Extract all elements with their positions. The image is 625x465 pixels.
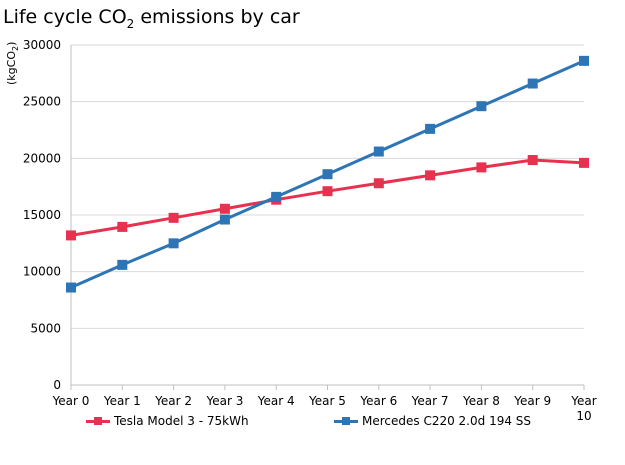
legend-label-tesla: Tesla Model 3 - 75kWh	[114, 414, 249, 428]
data-point	[425, 170, 436, 181]
axes	[70, 45, 585, 390]
legend-item-mercedes: Mercedes C220 2.0d 194 SS	[334, 414, 531, 428]
data-point	[579, 55, 589, 66]
data-point	[527, 155, 538, 166]
data-point	[476, 162, 487, 173]
data-point	[117, 221, 128, 232]
data-point	[373, 178, 384, 189]
series-0	[66, 155, 589, 241]
x-tick-label: Year 1	[103, 394, 141, 408]
y-tick-label: 20000	[23, 151, 61, 165]
data-point	[322, 186, 333, 197]
data-point	[579, 157, 589, 168]
y-tick-label: 5000	[30, 321, 61, 335]
data-point	[219, 214, 230, 225]
x-tick-label: Year 2	[154, 394, 192, 408]
data-point	[66, 282, 76, 293]
x-tick-label: Year 10	[570, 394, 596, 423]
x-tick-label: Year 3	[205, 394, 243, 408]
x-tick-label: Year 0	[52, 394, 90, 408]
x-tick-label: Year 4	[257, 394, 295, 408]
series-1	[66, 55, 589, 293]
legend-swatch-mercedes	[334, 415, 358, 427]
data-point	[117, 259, 128, 270]
data-point	[425, 123, 436, 134]
y-tick-label: 10000	[23, 265, 61, 279]
legend-label-mercedes: Mercedes C220 2.0d 194 SS	[362, 414, 532, 428]
legend-swatch-tesla	[86, 415, 110, 427]
x-tick-labels: Year 0 Year 1 Year 2 Year 3 Year 4 Year 5 Year…	[52, 394, 597, 423]
series	[66, 55, 589, 293]
y-tick-label: 30000	[23, 38, 61, 52]
legend-item-tesla: Tesla Model 3 - 75kWh	[86, 414, 249, 428]
data-point	[373, 146, 384, 157]
x-tick-label: Year 6	[359, 394, 397, 408]
y-tick-label: 15000	[23, 208, 61, 222]
y-tick-label: 25000	[23, 95, 61, 109]
x-tick-label: Year 9	[513, 394, 551, 408]
x-tick-label: Year 8	[462, 394, 500, 408]
data-point	[527, 78, 538, 89]
y-tick-label: 0	[53, 378, 61, 392]
chart-title: Life cycle CO2 emissions by car	[3, 6, 300, 31]
data-point	[168, 212, 179, 223]
y-tick-labels: 0 5000 10000 15000 20000 25000 30000	[23, 38, 61, 392]
x-tick-label: Year 5	[308, 394, 346, 408]
y-axis-label: (kgCO2)	[5, 42, 20, 85]
data-point	[66, 230, 76, 241]
data-point	[322, 169, 333, 180]
x-tick-label: Year 7	[411, 394, 449, 408]
data-point	[271, 191, 282, 202]
data-point	[168, 238, 179, 249]
data-point	[476, 101, 487, 112]
gridlines	[71, 44, 584, 329]
data-point	[219, 203, 230, 214]
